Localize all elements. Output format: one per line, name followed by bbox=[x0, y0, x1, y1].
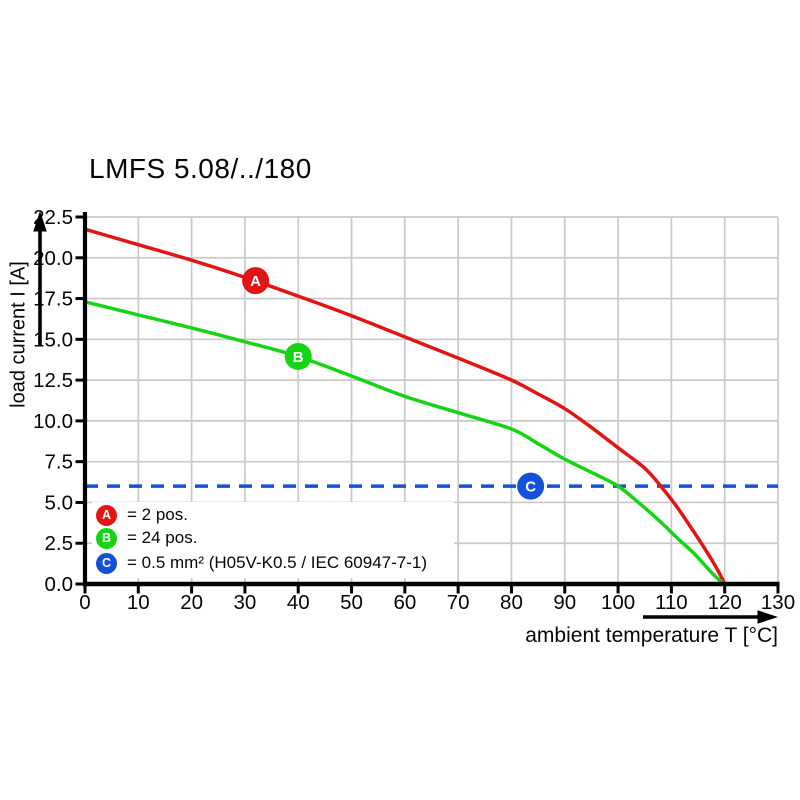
x-axis-arrow-icon bbox=[757, 610, 778, 624]
y-axis-arrow-icon bbox=[33, 211, 47, 232]
legend-label-a: = 2 pos. bbox=[127, 505, 188, 524]
y-tick-label: 12.5 bbox=[33, 369, 73, 392]
x-tick-label: 90 bbox=[553, 591, 576, 614]
x-tick-label: 110 bbox=[655, 591, 688, 614]
legend-label-b: = 24 pos. bbox=[127, 528, 198, 547]
x-tick-label: 130 bbox=[761, 591, 795, 614]
x-tick-label: 10 bbox=[127, 591, 150, 614]
marker-c-letter: C bbox=[525, 479, 536, 496]
legend-item-b: B = 24 pos. bbox=[96, 527, 197, 549]
y-tick-label: 20.0 bbox=[33, 247, 73, 270]
y-tick-label: 5.0 bbox=[45, 491, 74, 514]
marker-a bbox=[242, 267, 270, 295]
marker-a-letter: A bbox=[250, 273, 261, 290]
y-tick-label: 7.5 bbox=[45, 451, 74, 474]
x-tick-label: 100 bbox=[601, 591, 635, 614]
x-tick-label: 60 bbox=[393, 591, 416, 614]
chart-title: LMFS 5.08/../180 bbox=[89, 153, 312, 184]
legend-item-c: C = 0.5 mm² (H05V-K0.5 / IEC 60947-7-1) bbox=[96, 552, 427, 574]
x-tick-label: 40 bbox=[287, 591, 310, 614]
legend-item-a: A = 2 pos. bbox=[96, 504, 188, 526]
x-tick-label: 0 bbox=[79, 591, 90, 614]
x-tick-label: 80 bbox=[500, 591, 523, 614]
y-tick-label: 0.0 bbox=[45, 573, 74, 596]
x-axis-label: ambient temperature T [°C] bbox=[525, 624, 778, 647]
legend-label-c: = 0.5 mm² (H05V-K0.5 / IEC 60947-7-1) bbox=[127, 553, 427, 572]
x-tick-label: 30 bbox=[234, 591, 257, 614]
marker-c bbox=[517, 472, 545, 500]
y-tick-label: 10.0 bbox=[33, 410, 73, 433]
legend-marker-c-icon: C bbox=[96, 552, 117, 574]
y-tick-label: 17.5 bbox=[33, 288, 73, 311]
x-tick-label: 50 bbox=[340, 591, 363, 614]
x-tick-label: 20 bbox=[180, 591, 203, 614]
x-tick-label: 120 bbox=[708, 591, 742, 614]
curve-b bbox=[83, 300, 727, 586]
legend: A = 2 pos. B = 24 pos. C = 0.5 mm² (H05V… bbox=[92, 502, 454, 578]
y-tick-label: 15.0 bbox=[33, 328, 73, 351]
marker-b-letter: B bbox=[293, 349, 304, 366]
legend-marker-b-icon: B bbox=[96, 527, 117, 549]
legend-marker-a-icon: A bbox=[96, 504, 117, 526]
x-tick-label: 70 bbox=[447, 591, 470, 614]
marker-b bbox=[284, 342, 312, 370]
y-tick-label: 2.5 bbox=[45, 532, 74, 555]
